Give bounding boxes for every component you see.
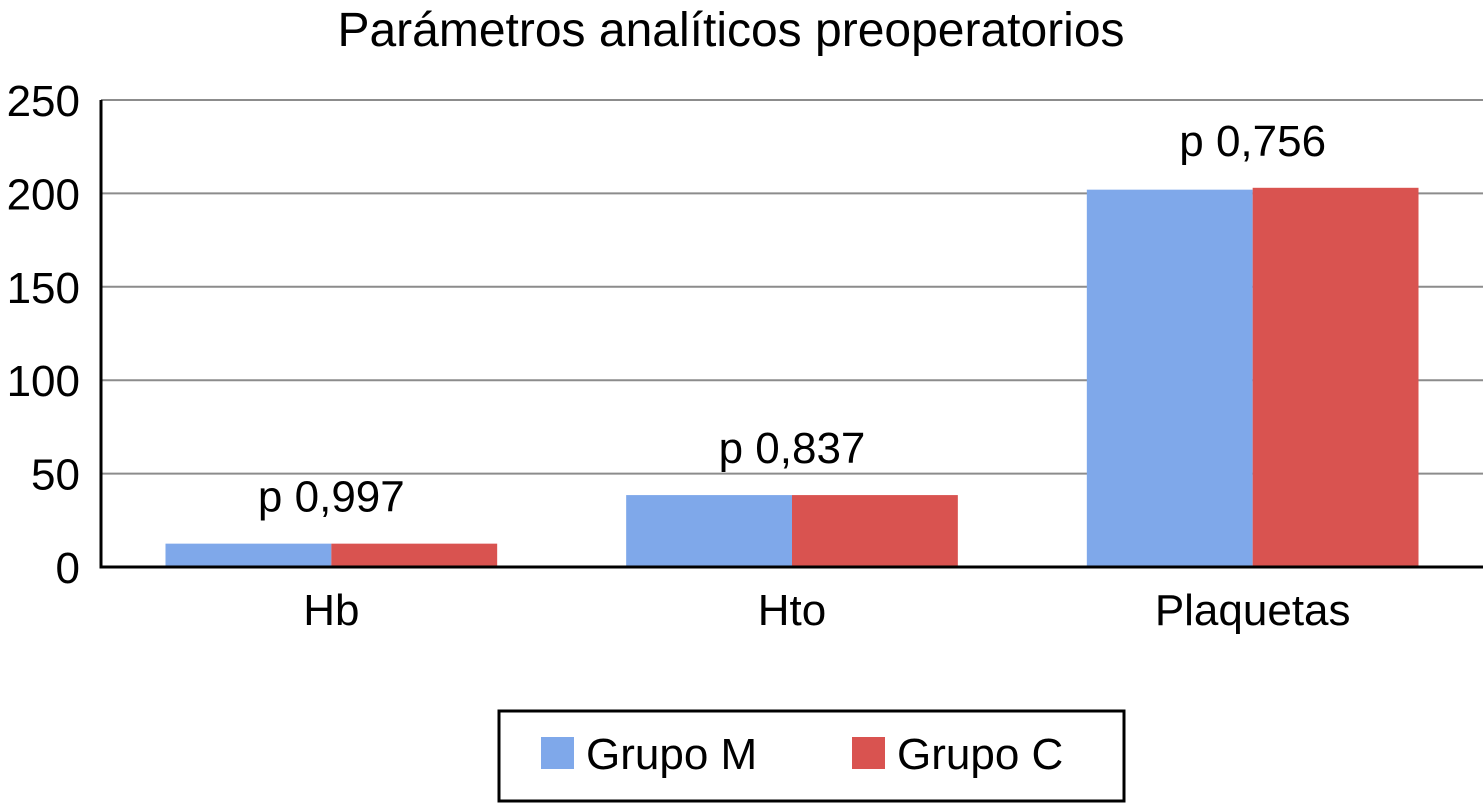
legend-swatch-grupo-m <box>541 737 574 769</box>
legend-swatch-grupo-c <box>852 737 885 769</box>
y-tick-label: 200 <box>7 170 80 219</box>
legend-label-grupo-m: Grupo M <box>586 730 757 779</box>
y-tick-label: 250 <box>7 77 80 126</box>
y-tick-label: 50 <box>31 451 80 500</box>
p-value-annotation: p 0,837 <box>719 424 866 473</box>
x-tick-label: Plaquetas <box>1155 586 1351 635</box>
legend-label-grupo-c: Grupo C <box>897 730 1063 779</box>
bar-grupo-m-plaquetas <box>1087 190 1253 567</box>
bar-grupo-c-hb <box>331 544 497 567</box>
bar-grupo-m-hb <box>165 544 331 567</box>
legend: Grupo M Grupo C <box>499 711 1124 801</box>
x-tick-label: Hb <box>303 586 359 635</box>
bar-grupo-c-plaquetas <box>1253 188 1419 567</box>
bar-grupo-c-hto <box>792 495 958 567</box>
y-tick-label: 0 <box>56 544 80 593</box>
y-tick-label: 150 <box>7 264 80 313</box>
p-value-annotation: p 0,756 <box>1179 117 1326 166</box>
bar-grupo-m-hto <box>626 495 792 567</box>
p-value-annotation: p 0,997 <box>258 473 405 522</box>
chart-title: Parámetros analíticos preoperatorios <box>337 4 1124 57</box>
x-tick-label: Hto <box>758 586 826 635</box>
y-tick-label: 100 <box>7 357 80 406</box>
